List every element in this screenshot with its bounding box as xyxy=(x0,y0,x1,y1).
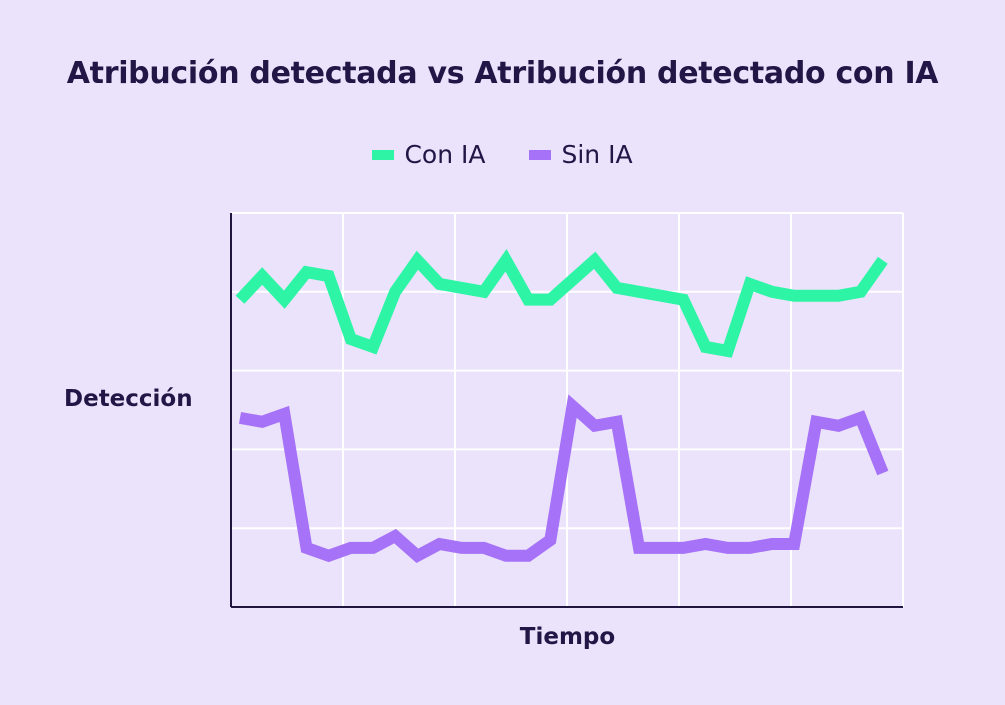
legend: Con IA Sin IA xyxy=(0,140,1005,169)
legend-item-sin-ia: Sin IA xyxy=(529,140,633,169)
legend-swatch-sin-ia xyxy=(529,149,552,160)
legend-swatch-con-ia xyxy=(372,149,395,160)
legend-label-sin-ia: Sin IA xyxy=(561,140,633,169)
series-line-con-ia xyxy=(235,249,888,358)
legend-item-con-ia: Con IA xyxy=(372,140,485,169)
y-axis-label: Detección xyxy=(64,386,193,412)
x-axis-label: Tiempo xyxy=(519,624,616,650)
chart-title: Atribución detectada vs Atribución detec… xyxy=(66,56,939,91)
series-line-sin-ia xyxy=(238,394,889,564)
legend-label-con-ia: Con IA xyxy=(404,140,486,169)
